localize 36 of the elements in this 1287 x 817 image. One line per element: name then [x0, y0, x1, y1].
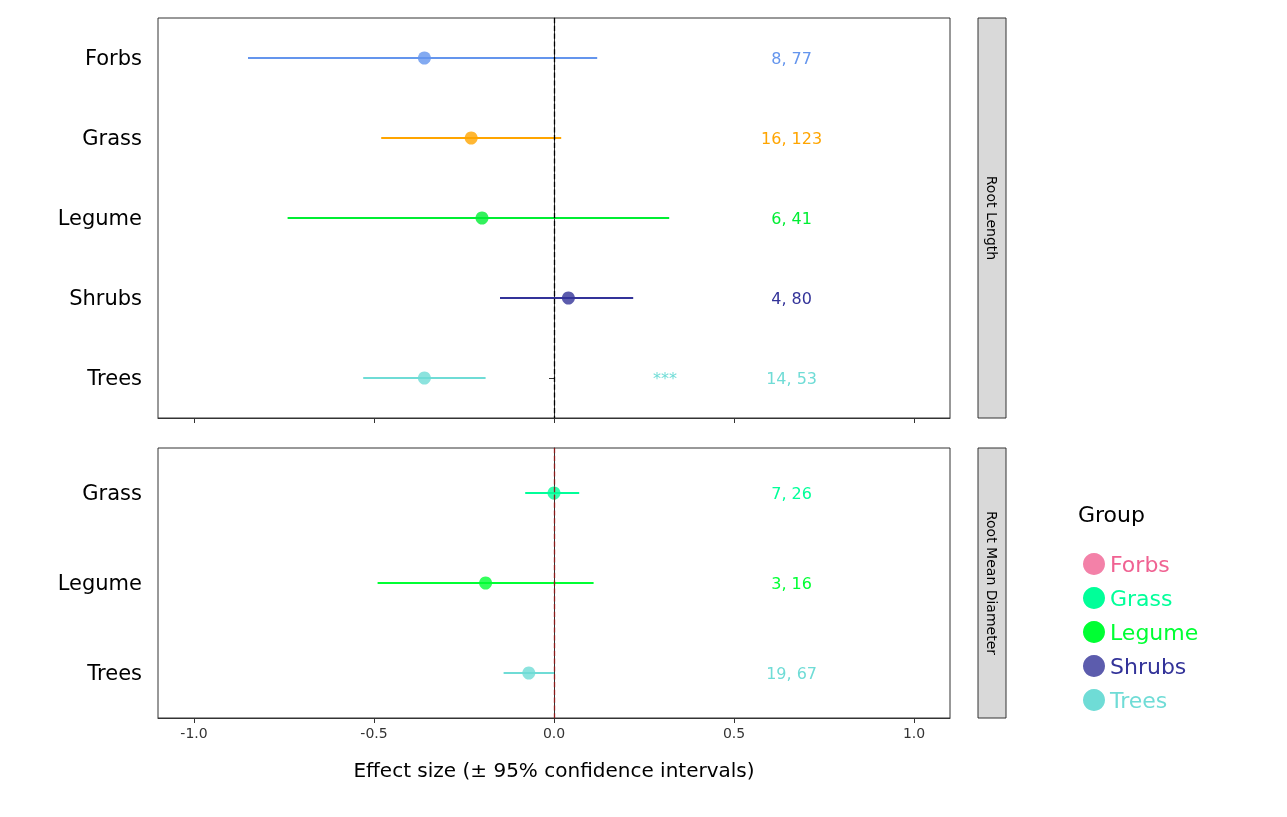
- annotation: 16, 123: [761, 128, 823, 148]
- y-tick-label: Forbs: [84, 46, 142, 70]
- y2-axis-title: Root Mean Diameter: [984, 510, 1000, 656]
- legend-label: Trees: [1109, 687, 1168, 713]
- x-tick-label: 1.0: [902, 725, 926, 741]
- y-tick-label: Grass: [82, 481, 142, 505]
- legend-label: Legume: [1110, 619, 1199, 645]
- annotation: 4, 80: [771, 288, 812, 308]
- legend-title: Group: [1078, 501, 1145, 527]
- x-tick-label: -0.5: [360, 725, 388, 741]
- point: [417, 371, 431, 385]
- x-tick-label: 0.0: [542, 725, 566, 741]
- annotation: 6, 41: [771, 208, 812, 228]
- y-tick-label: Trees: [86, 661, 142, 685]
- point: [561, 291, 575, 305]
- annotation: 7, 26: [771, 483, 812, 503]
- annotation: 19, 67: [766, 663, 818, 683]
- legend-label: Grass: [1110, 585, 1173, 611]
- legend-label: Shrubs: [1110, 653, 1187, 679]
- annotation: 14, 53: [766, 368, 818, 388]
- y-tick-label: Shrubs: [69, 286, 142, 310]
- y2-axis-title: Root Length: [984, 175, 1000, 261]
- annotation: 8, 77: [771, 48, 812, 68]
- point: [464, 131, 478, 145]
- y-tick-label: Legume: [57, 206, 142, 230]
- x-tick-label: -1.0: [180, 725, 208, 741]
- x-axis-title: Effect size (± 95% confidence intervals): [353, 758, 755, 782]
- point: [417, 51, 431, 65]
- point: [475, 211, 489, 225]
- y-tick-label: Trees: [86, 366, 142, 390]
- x-tick-label: 0.5: [722, 725, 746, 741]
- annotation: 3, 16: [771, 573, 812, 593]
- legend-label: Forbs: [1110, 551, 1170, 577]
- annotation: ***: [652, 368, 677, 388]
- y-tick-label: Legume: [57, 571, 142, 595]
- y-tick-label: Grass: [82, 126, 142, 150]
